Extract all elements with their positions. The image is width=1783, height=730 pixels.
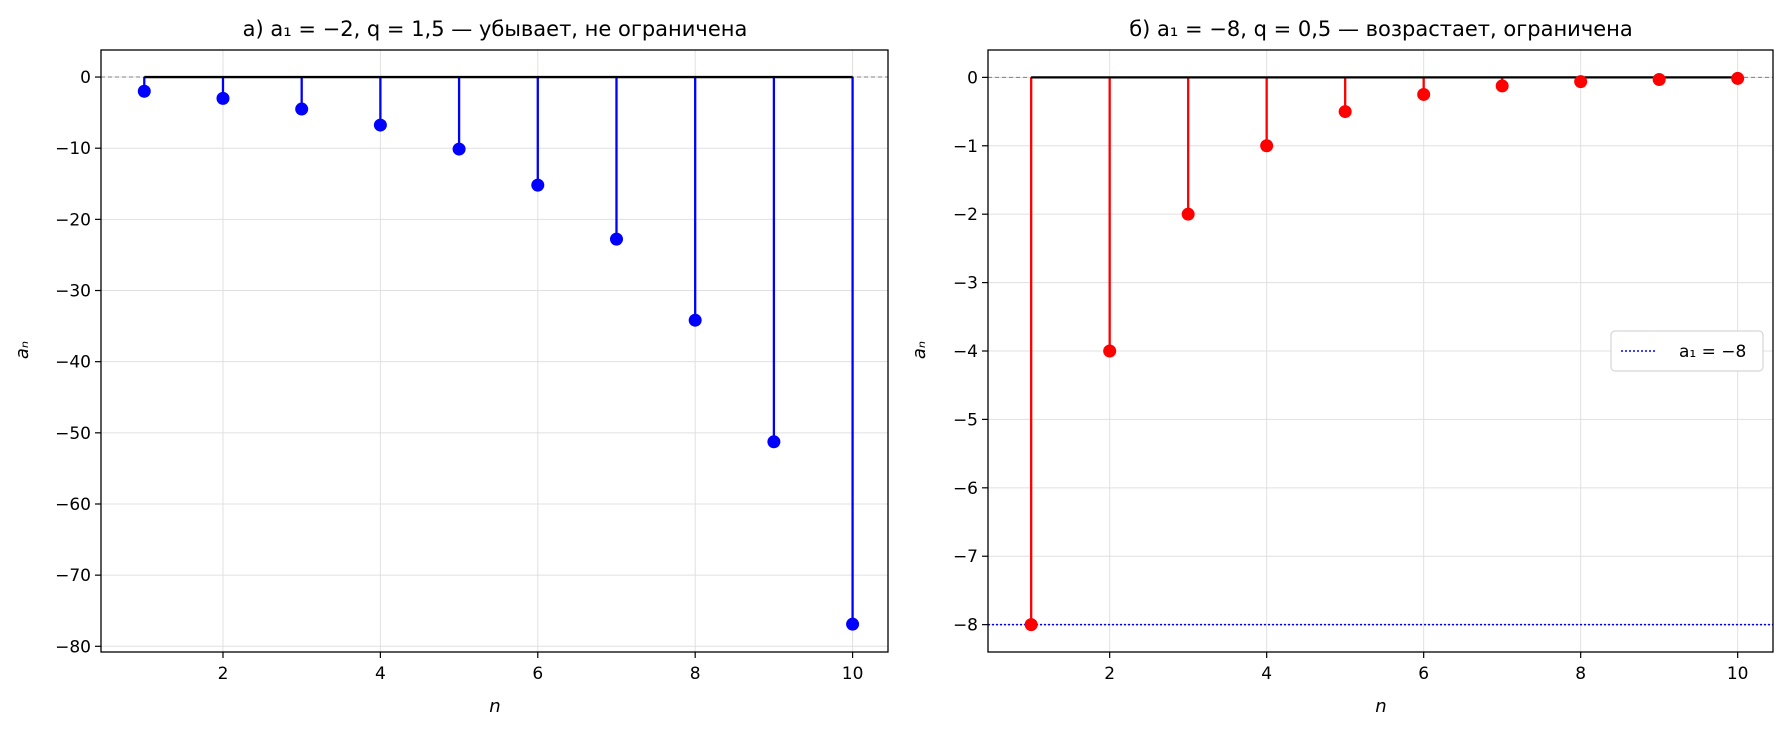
stem-marker (1103, 344, 1117, 358)
x-tick-label: 2 (1104, 664, 1115, 684)
stem-marker (1495, 79, 1509, 93)
panel-a-plot: 2 4 6 8 10 0 −10 −20 −30 −40 −50 −60 −70 −80 (55, 49, 889, 684)
y-tick-label: −50 (55, 424, 91, 444)
y-tick-label: −8 (953, 616, 978, 636)
panel-b-title: б) a₁ = −8, q = 0,5 — возрастает, ограни… (1129, 17, 1633, 41)
panel-b-xlabel: n (1375, 696, 1386, 717)
panel-a: а) a₁ = −2, q = 1,5 — убывает, не ограни… (12, 17, 889, 717)
stem-marker (688, 313, 702, 327)
stem-marker (1338, 105, 1352, 119)
stem-marker (846, 617, 860, 631)
stem-marker (1574, 75, 1588, 89)
stem-marker (1024, 618, 1038, 632)
y-tick-label: −70 (55, 566, 91, 586)
stem-marker (1652, 73, 1666, 87)
stem-marker (1260, 139, 1274, 153)
stem-marker (1731, 71, 1745, 85)
y-tick-label: −40 (55, 353, 91, 373)
x-tick-label: 8 (1575, 664, 1586, 684)
stem-marker (137, 84, 151, 98)
stem-marker (452, 142, 466, 156)
stem-marker (1417, 87, 1431, 101)
panel-a-ylabel: aₙ (12, 341, 33, 359)
x-tick-label: 4 (1261, 664, 1272, 684)
panel-a-xlabel: n (489, 696, 500, 717)
x-tick-label: 10 (842, 664, 864, 684)
legend-box (1610, 330, 1764, 372)
y-tick-label: −20 (55, 210, 91, 230)
legend-label: a₁ = −8 (1679, 342, 1746, 362)
y-tick-label: 0 (967, 68, 978, 88)
stem-marker (373, 118, 387, 132)
x-tick-label: 8 (690, 664, 701, 684)
panel-a-title: а) a₁ = −2, q = 1,5 — убывает, не ограни… (243, 17, 748, 41)
stem-marker (216, 91, 230, 105)
x-tick-label: 6 (532, 664, 543, 684)
x-tick-label: 4 (375, 664, 386, 684)
panel-b-plot: 2 4 6 8 10 0 −1 −2 −3 −4 −5 −6 −7 −8 a₁ = −8 (953, 49, 1774, 684)
x-tick-label: 6 (1418, 664, 1429, 684)
stem-marker (1181, 207, 1195, 221)
y-tick-label: −6 (953, 479, 978, 499)
x-tick-label: 10 (1727, 664, 1749, 684)
x-tick-label: 2 (218, 664, 229, 684)
y-tick-label: −60 (55, 495, 91, 515)
panel-b: б) a₁ = −8, q = 0,5 — возрастает, ограни… (909, 17, 1774, 717)
y-tick-label: −7 (953, 547, 978, 567)
stem-marker (609, 232, 623, 246)
y-tick-label: −30 (55, 282, 91, 302)
y-tick-label: −3 (953, 274, 978, 294)
y-tick-label: −1 (953, 137, 978, 157)
y-tick-label: −5 (953, 410, 978, 430)
axes-frame (100, 49, 889, 653)
y-tick-label: −2 (953, 205, 978, 225)
stem-marker (531, 178, 545, 192)
y-tick-label: 0 (80, 68, 91, 88)
stem-marker (295, 102, 309, 116)
y-tick-label: −4 (953, 342, 978, 362)
stem-marker (767, 435, 781, 449)
panel-b-ylabel: aₙ (909, 341, 930, 359)
y-tick-label: −10 (55, 139, 91, 159)
y-tick-label: −80 (55, 637, 91, 657)
